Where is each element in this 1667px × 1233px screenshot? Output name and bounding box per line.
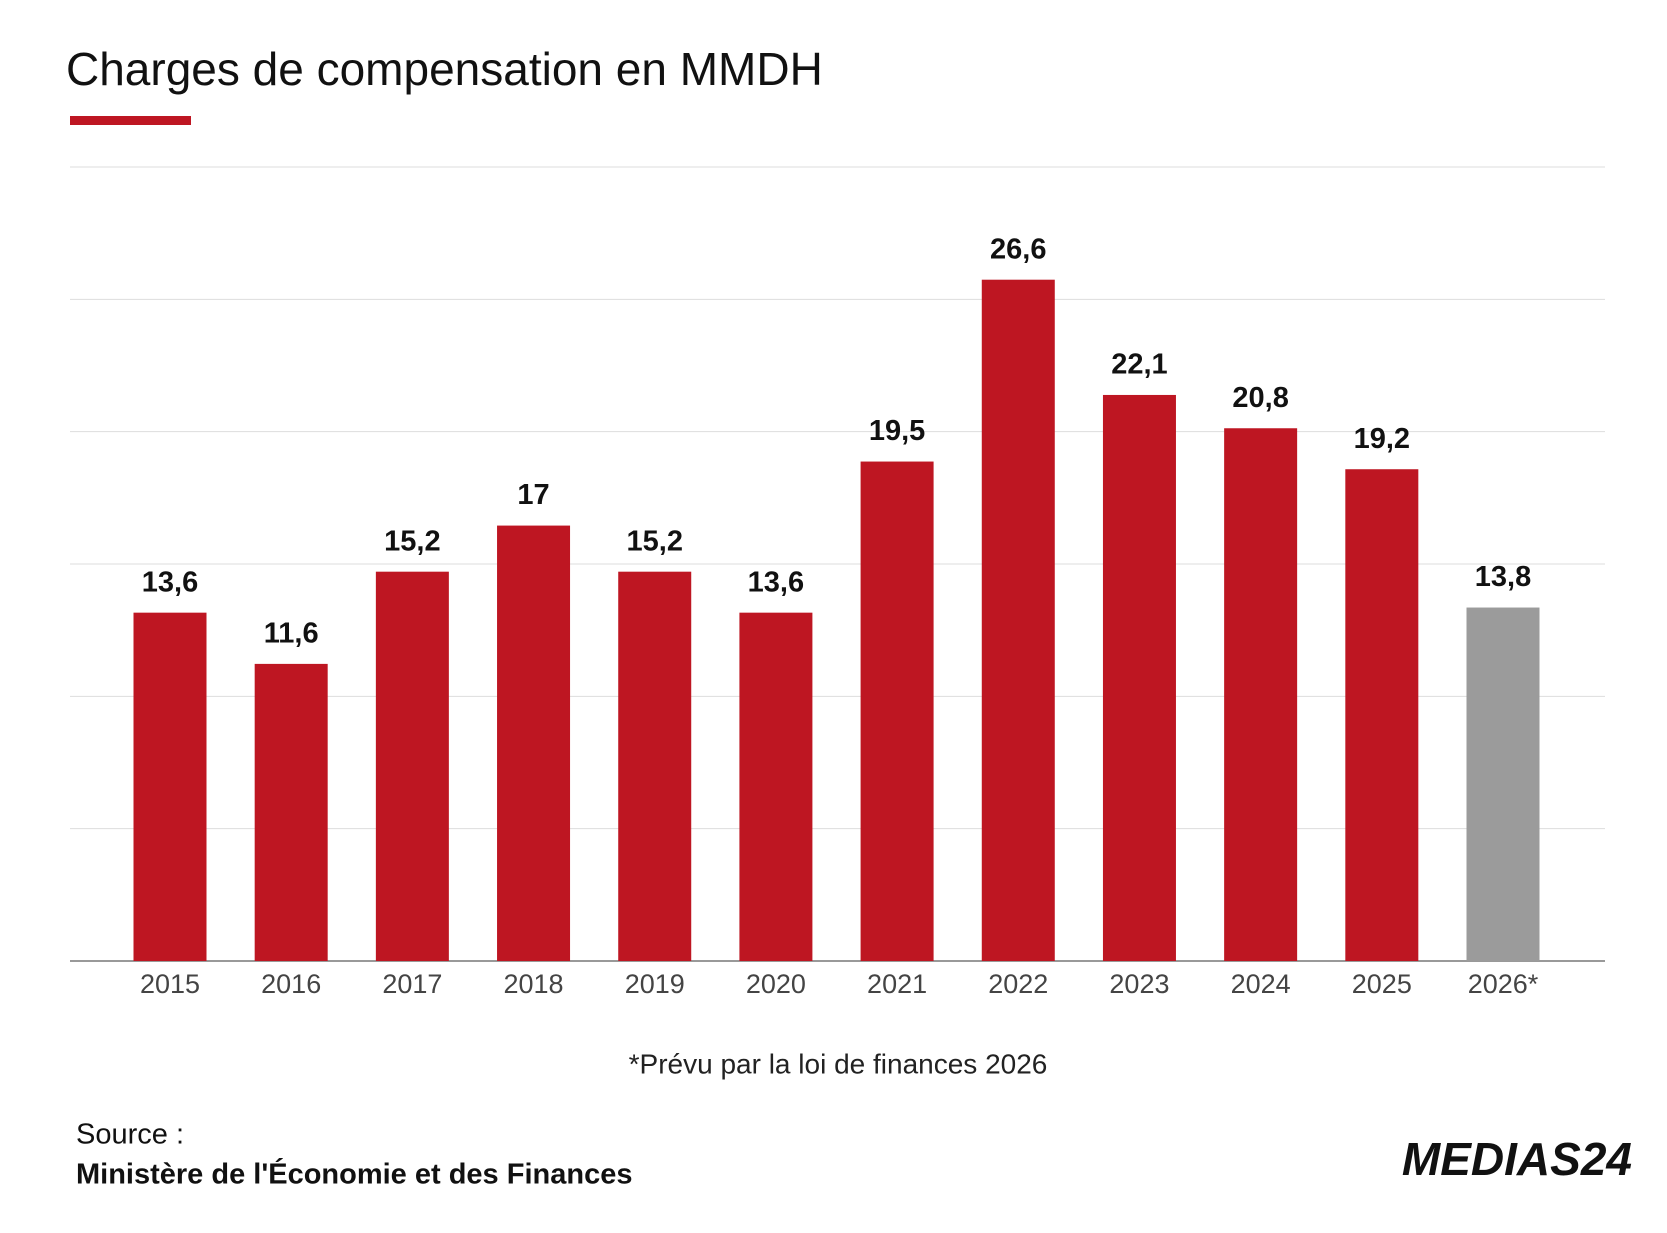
bar: [1345, 469, 1419, 961]
value-label: 17: [517, 479, 549, 511]
logo: MEDIAS24: [1402, 1133, 1632, 1185]
x-tick-label: 2024: [1231, 969, 1291, 999]
value-label: 11,6: [264, 618, 319, 650]
x-tick-label: 2016: [261, 969, 321, 999]
x-tick-label: 2021: [867, 969, 927, 999]
value-label: 20,8: [1232, 382, 1288, 414]
value-label: 13,6: [142, 566, 198, 598]
value-label: 26,6: [990, 233, 1046, 265]
bar: [133, 612, 207, 961]
bar: [739, 612, 813, 961]
value-label: 22,1: [1111, 349, 1167, 381]
bar: [1224, 428, 1298, 962]
bar: [497, 525, 571, 961]
bar: [375, 571, 449, 961]
value-label: 15,2: [627, 525, 683, 557]
bar: [860, 461, 934, 961]
footnote: *Prévu par la loi de finances 2026: [629, 1048, 1048, 1079]
bar: [981, 279, 1055, 961]
x-tick-label: 2017: [382, 969, 442, 999]
bar: [254, 663, 328, 961]
bar: [1466, 607, 1540, 961]
title-underline: [70, 116, 191, 125]
chart-title: Charges de compensation en MMDH: [66, 43, 823, 95]
value-label: 13,8: [1475, 561, 1531, 593]
x-tick-label: 2022: [988, 969, 1048, 999]
value-label: 15,2: [384, 525, 440, 557]
source-label: Source :: [76, 1119, 184, 1151]
value-label: 19,2: [1354, 423, 1410, 455]
bar: [618, 571, 692, 961]
bar: [1102, 394, 1176, 961]
x-tick-label: 2020: [746, 969, 806, 999]
source: Ministère de l'Économie et des Finances: [76, 1157, 632, 1191]
x-tick-label: 2018: [504, 969, 564, 999]
x-tick-label: 2026*: [1468, 969, 1539, 999]
value-label: 19,5: [869, 415, 925, 447]
x-tick-label: 2025: [1352, 969, 1412, 999]
value-label: 13,6: [748, 566, 804, 598]
x-tick-label: 2023: [1109, 969, 1169, 999]
x-tick-label: 2015: [140, 969, 200, 999]
x-tick-label: 2019: [625, 969, 685, 999]
